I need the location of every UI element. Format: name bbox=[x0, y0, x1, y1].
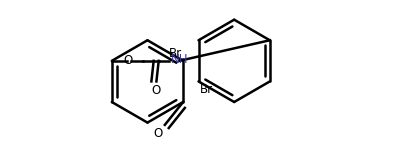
Text: O: O bbox=[123, 54, 132, 67]
Text: O: O bbox=[153, 127, 162, 140]
Text: Br: Br bbox=[169, 47, 182, 60]
Text: NH: NH bbox=[171, 53, 189, 66]
Text: O: O bbox=[152, 84, 161, 97]
Text: Br: Br bbox=[200, 83, 213, 96]
